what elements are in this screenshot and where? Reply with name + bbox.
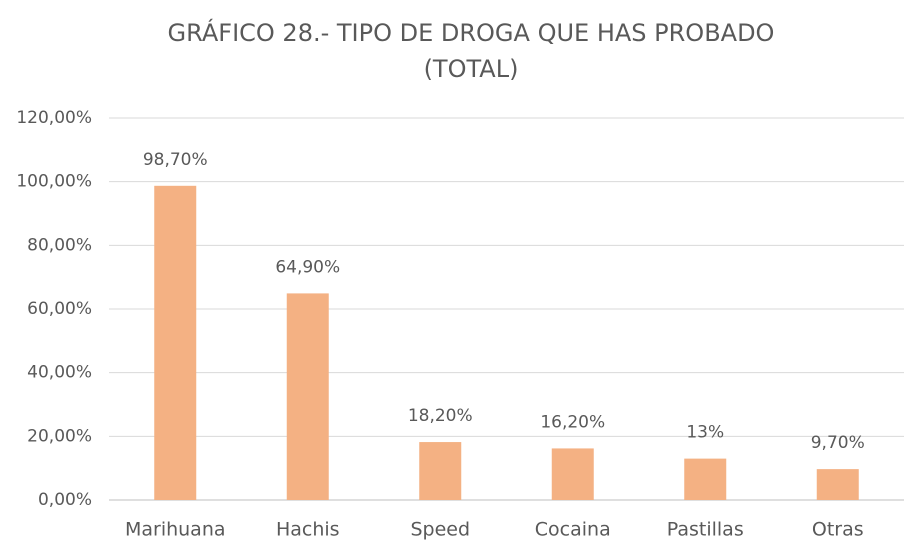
chart-title: (TOTAL) xyxy=(424,55,519,83)
x-tick-label: Hachis xyxy=(276,519,340,541)
y-tick-label: 20,00% xyxy=(27,426,92,446)
data-label: 16,20% xyxy=(540,412,605,432)
bar xyxy=(286,293,329,500)
x-tick-label: Otras xyxy=(812,519,864,541)
y-tick-label: 100,00% xyxy=(16,172,92,192)
bar xyxy=(551,448,594,500)
bar xyxy=(154,185,197,500)
y-tick-label: 60,00% xyxy=(27,299,92,319)
x-tick-label: Cocaina xyxy=(535,519,611,541)
y-tick-label: 0,00% xyxy=(38,490,92,510)
data-label: 9,70% xyxy=(811,433,865,453)
data-label: 13% xyxy=(686,423,724,443)
y-tick-label: 120,00% xyxy=(16,108,92,128)
data-label: 18,20% xyxy=(408,406,473,426)
bar xyxy=(419,442,462,500)
x-tick-label: Marihuana xyxy=(125,519,226,541)
data-label: 98,70% xyxy=(143,150,208,170)
bar xyxy=(684,458,727,500)
chart-title: GRÁFICO 28.- TIPO DE DROGA QUE HAS PROBA… xyxy=(168,18,775,47)
y-tick-label: 80,00% xyxy=(27,235,92,255)
x-tick-label: Speed xyxy=(410,519,470,541)
x-tick-label: Pastillas xyxy=(667,519,744,541)
y-tick-label: 40,00% xyxy=(27,363,92,383)
bar xyxy=(816,469,859,500)
data-label: 64,90% xyxy=(275,257,340,277)
